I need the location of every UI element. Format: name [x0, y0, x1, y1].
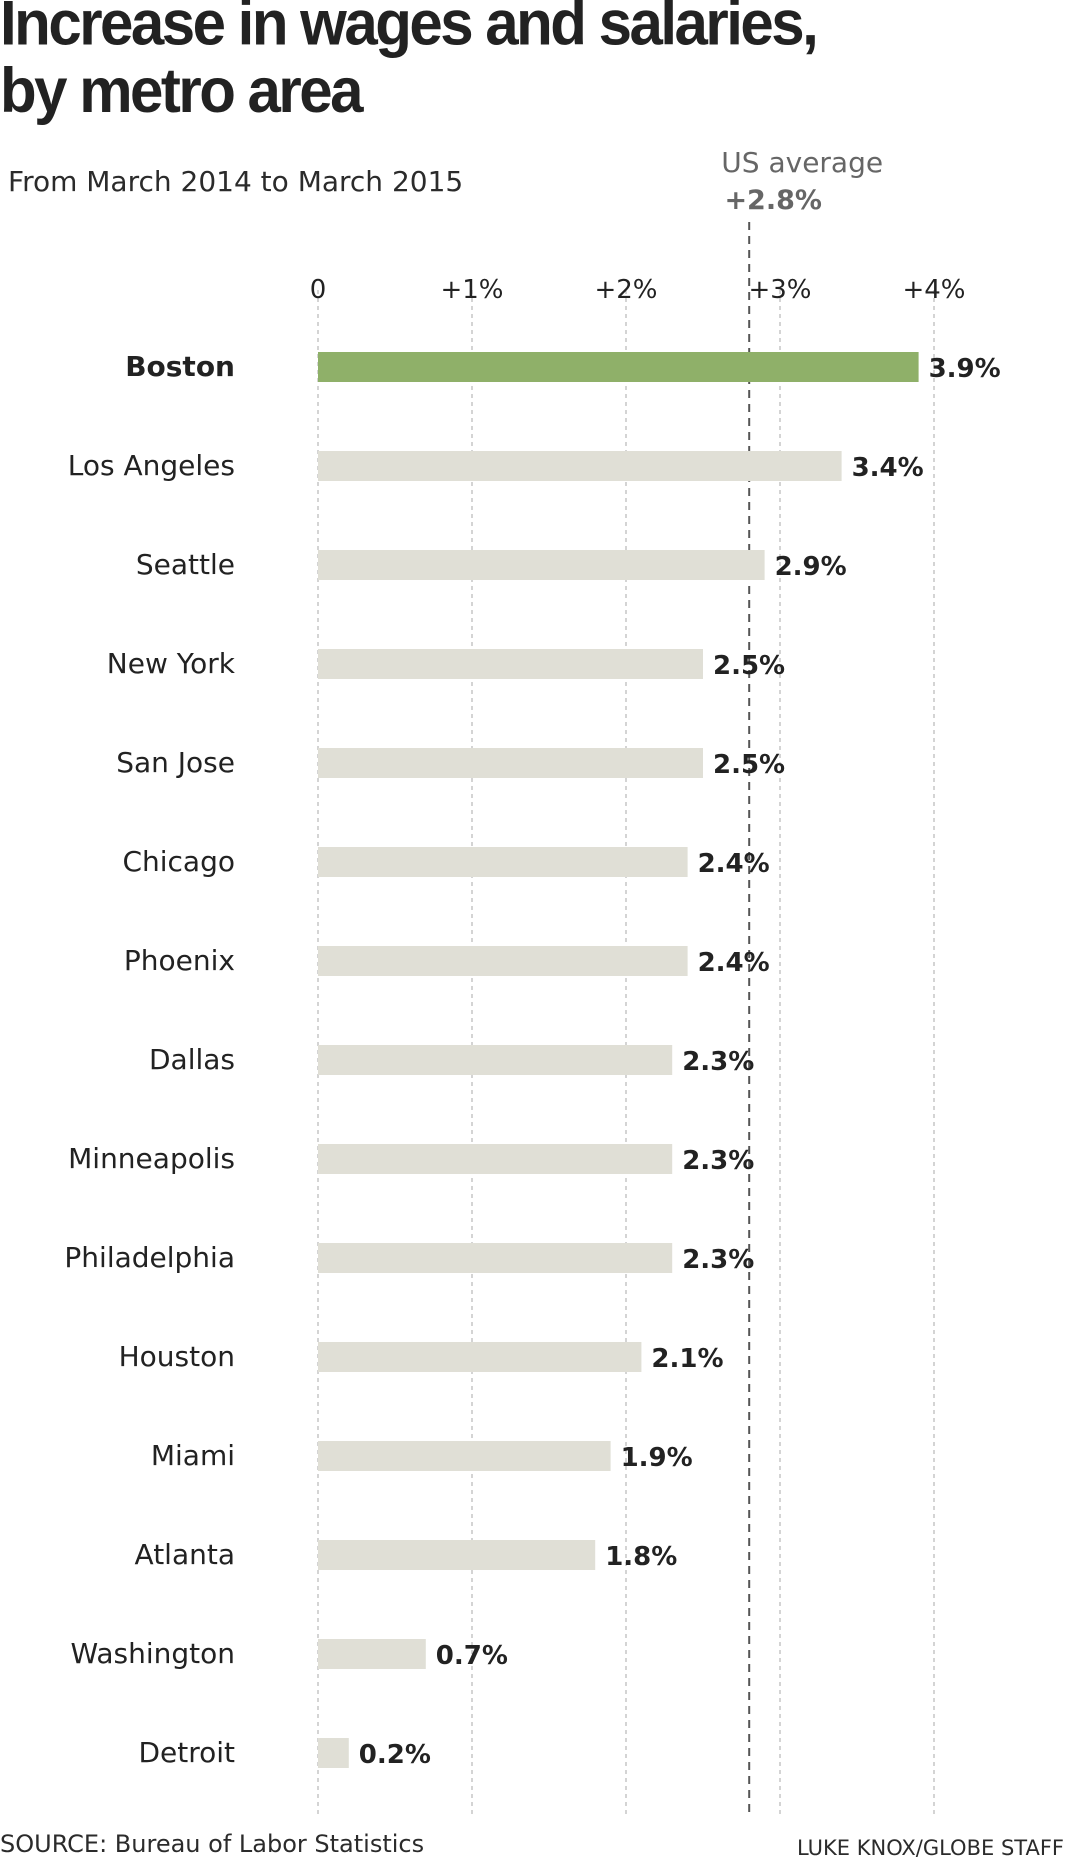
value-label: 2.1%: [651, 1344, 723, 1374]
value-label: 0.2%: [359, 1740, 431, 1770]
bar: [318, 451, 842, 481]
reference-value-label: +2.8%: [724, 185, 822, 216]
bar: [318, 1738, 349, 1768]
category-label: Miami: [151, 1439, 235, 1472]
category-label: Seattle: [136, 548, 235, 581]
category-label: Phoenix: [124, 944, 235, 977]
bar: [318, 1045, 673, 1075]
tick-label: +3%: [748, 275, 811, 305]
bar: [318, 550, 765, 580]
value-label: 2.9%: [775, 552, 847, 582]
value-label: 1.8%: [605, 1542, 677, 1572]
bars-layer: [318, 352, 919, 1768]
title-line-1: Increase in wages and salaries,: [0, 0, 819, 59]
category-label: Houston: [119, 1340, 235, 1373]
tick-label: +1%: [440, 275, 503, 305]
bar: [318, 946, 688, 976]
value-label: 2.5%: [713, 651, 785, 681]
category-label: Los Angeles: [68, 449, 235, 482]
bar: [318, 1144, 673, 1174]
bar: [318, 1243, 673, 1273]
bar: [318, 1639, 426, 1669]
source-note: SOURCE: Bureau of Labor Statistics: [0, 1830, 425, 1858]
category-label: Atlanta: [135, 1538, 235, 1571]
tick-label: 0: [310, 275, 327, 305]
credit-note: LUKE KNOX/GLOBE STAFF: [796, 1836, 1064, 1860]
category-label: Boston: [125, 350, 235, 383]
value-label: 2.3%: [682, 1047, 754, 1077]
value-label: 3.4%: [852, 453, 924, 483]
bar: [318, 1342, 642, 1372]
category-label: Washington: [70, 1637, 235, 1670]
value-label: 2.4%: [698, 849, 770, 879]
category-label: New York: [107, 647, 236, 680]
value-label: 2.5%: [713, 750, 785, 780]
tick-label: +2%: [594, 275, 657, 305]
value-label: 0.7%: [436, 1641, 508, 1671]
reference-label: US average: [721, 146, 883, 179]
value-label: 3.9%: [929, 354, 1001, 384]
labels-layer: 0 +1% +2% +3% +4% US average +2.8% Boston 3.9% Lo…: [64, 146, 1000, 1770]
bar: [318, 352, 919, 382]
category-label: Dallas: [149, 1043, 235, 1076]
value-label: 2.3%: [682, 1146, 754, 1176]
bar: [318, 748, 703, 778]
tick-label: +4%: [902, 275, 965, 305]
value-label: 2.4%: [698, 948, 770, 978]
category-label: San Jose: [116, 746, 235, 779]
value-label: 2.3%: [682, 1245, 754, 1275]
chart-title: Increase in wages and salaries, by metro…: [0, 0, 819, 126]
category-label: Minneapolis: [68, 1142, 235, 1175]
value-label: 1.9%: [621, 1443, 693, 1473]
title-line-2: by metro area: [0, 55, 364, 126]
bar: [318, 1540, 596, 1570]
category-label: Chicago: [122, 845, 235, 878]
bar: [318, 1441, 611, 1471]
bar: [318, 649, 703, 679]
category-label: Philadelphia: [64, 1241, 235, 1274]
category-label: Detroit: [138, 1736, 235, 1769]
bar: [318, 847, 688, 877]
chart-subtitle: From March 2014 to March 2015: [8, 165, 464, 198]
